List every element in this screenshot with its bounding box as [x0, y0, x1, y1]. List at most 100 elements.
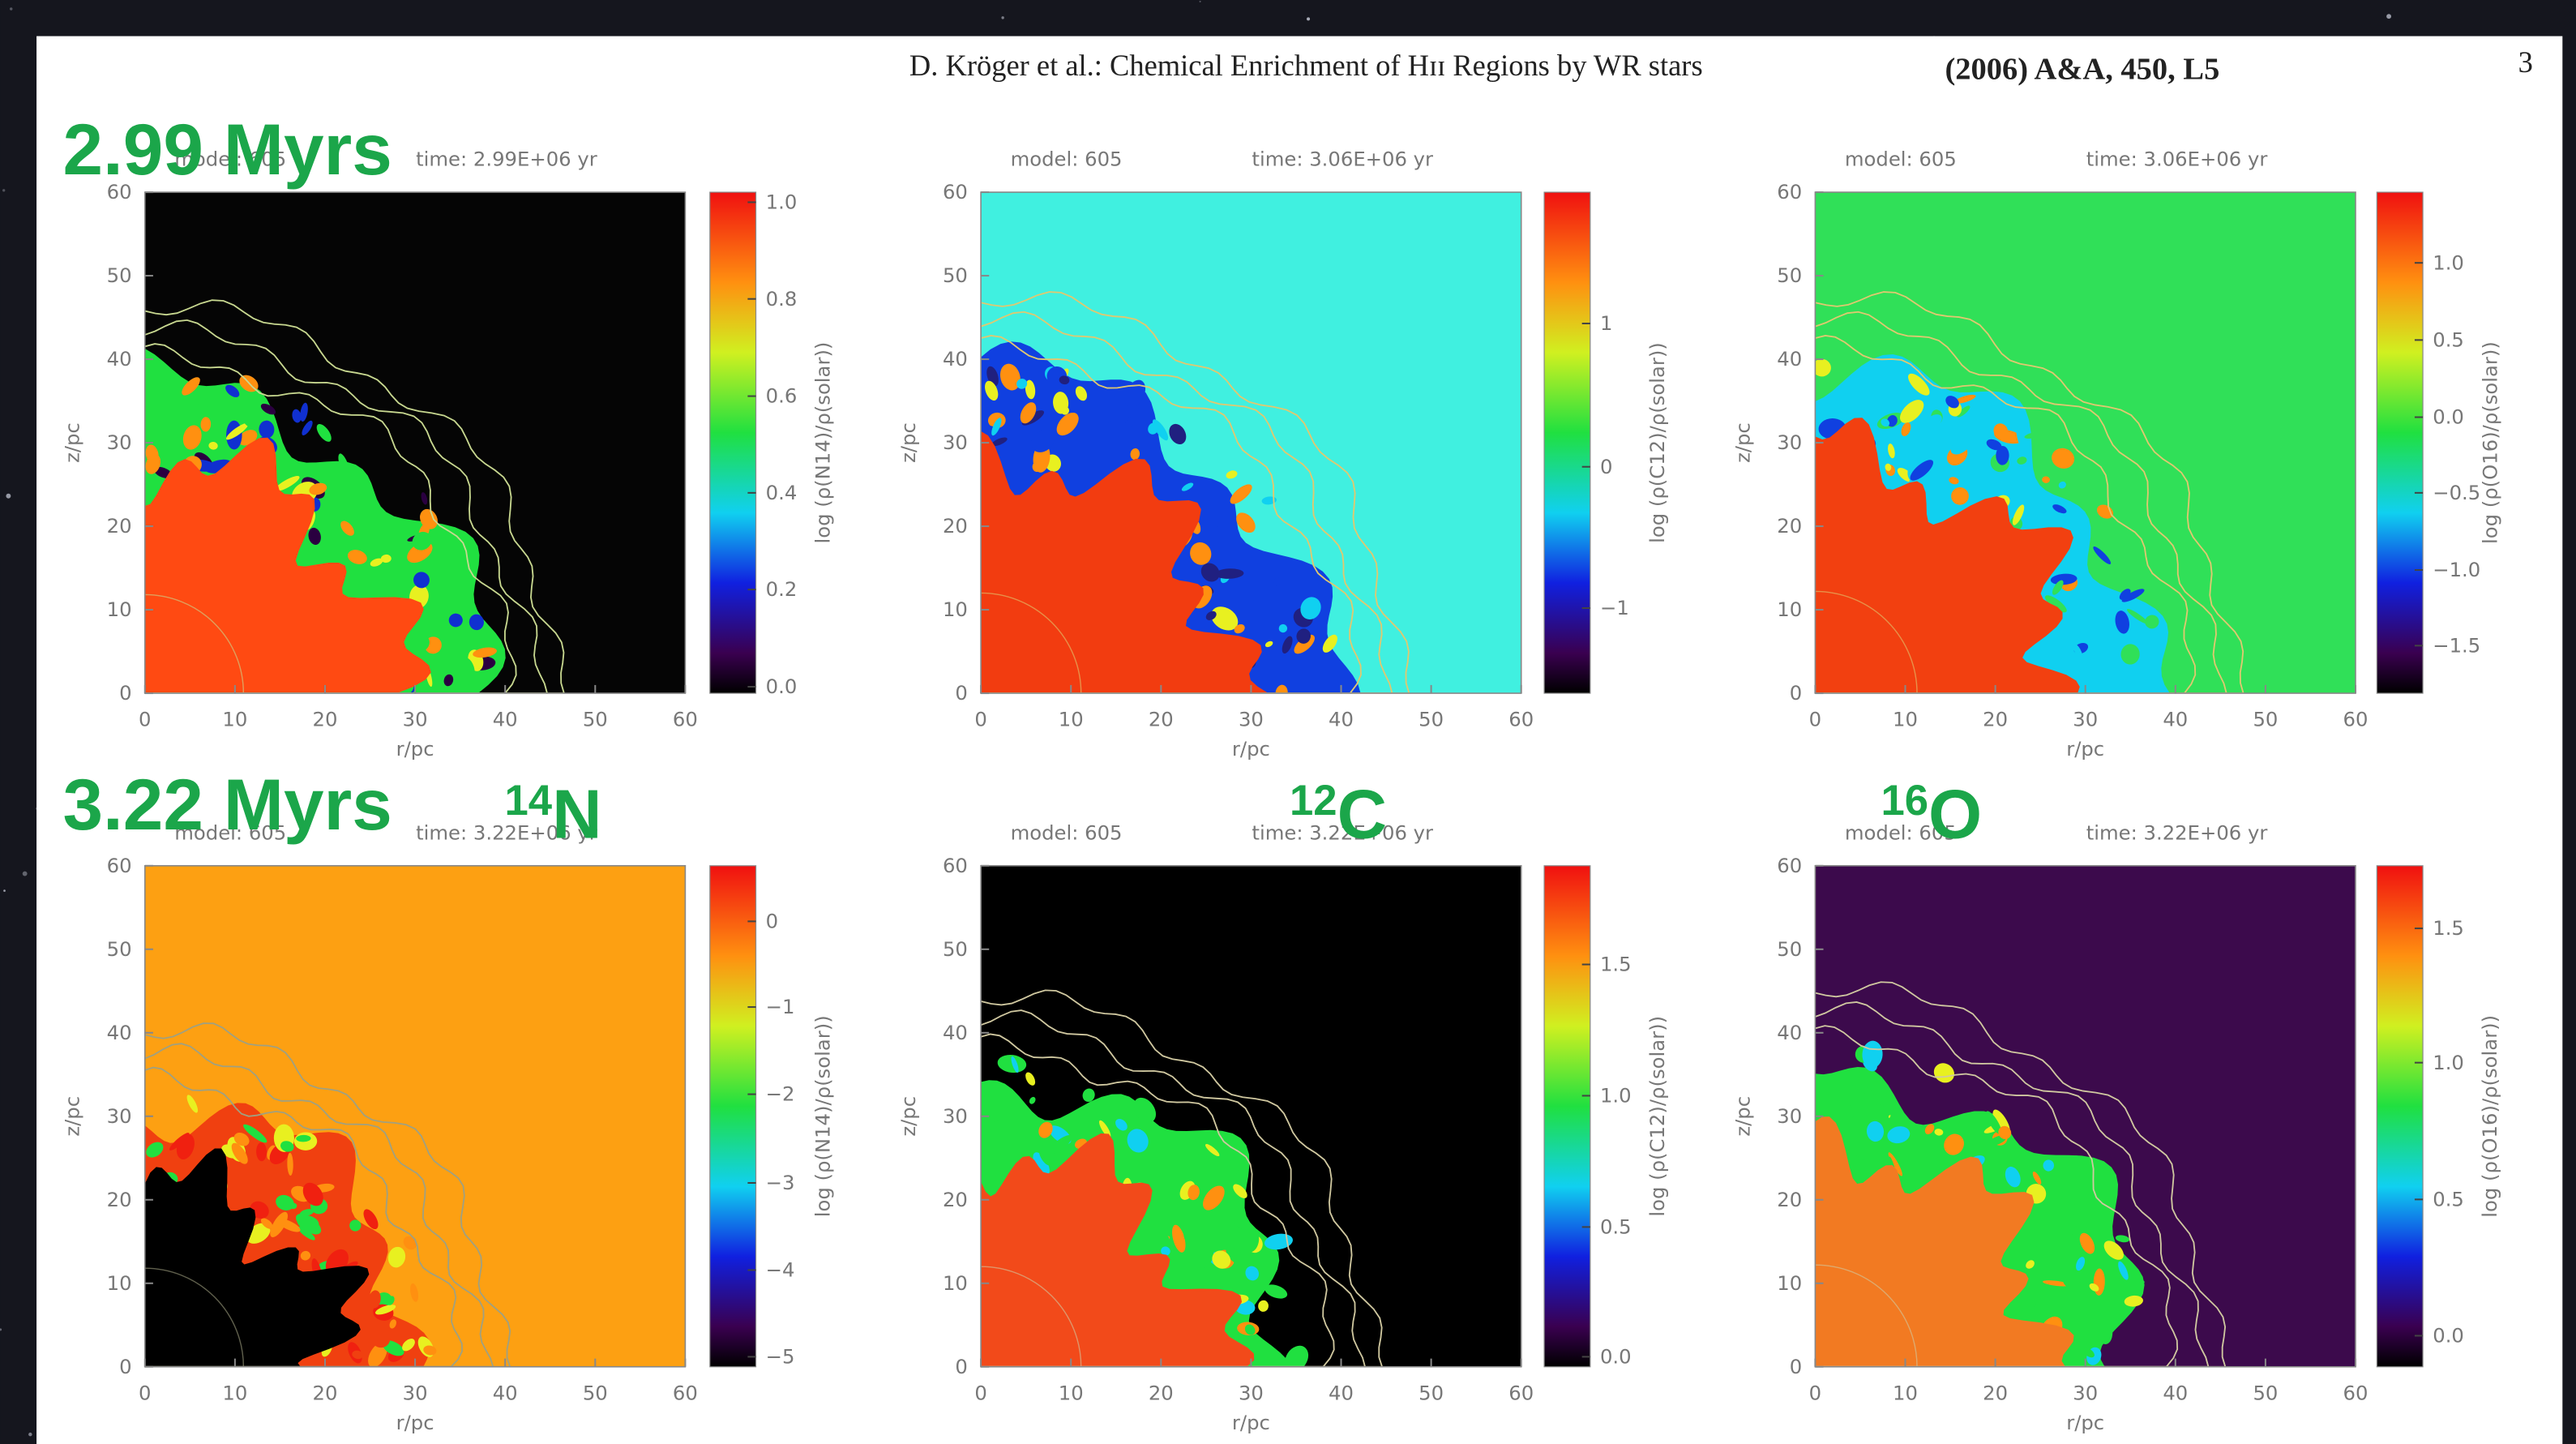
- colorbar-tick-label: −4: [766, 1258, 795, 1282]
- mixing-blob: [443, 674, 454, 687]
- colorbar-tick-label: −0.5: [2433, 481, 2480, 504]
- mixing-blob: [1210, 525, 1230, 534]
- mixing-blob: [2066, 625, 2089, 645]
- mixing-blob: [1994, 429, 2023, 444]
- mixing-blob: [423, 1345, 437, 1356]
- mixing-blob: [2052, 504, 2067, 514]
- mixing-blob: [177, 388, 196, 410]
- core-region: [144, 1148, 370, 1367]
- mixing-blob: [2030, 1288, 2043, 1305]
- x-tick-label: 20: [313, 1381, 338, 1404]
- x-tick-label: 0: [139, 1381, 151, 1404]
- x-tick-label: 50: [2253, 1381, 2278, 1404]
- panel: 0 10 20 30 40 50 60 0 10 20 30 40 50 60 r/pc z/pc model:…: [1731, 148, 2501, 761]
- x-tick-label: 40: [1329, 1381, 1354, 1404]
- colorbar-tick-label: 0.0: [2433, 405, 2464, 429]
- star: [6, 493, 11, 499]
- mixing-blob: [169, 1133, 190, 1150]
- mixing-blob: [1900, 400, 1924, 423]
- model-label: model: 605: [174, 821, 286, 844]
- colorbar-tick-label: 0.8: [766, 287, 798, 311]
- y-tick-label: 20: [107, 514, 132, 538]
- mixing-blob: [1934, 1129, 1944, 1136]
- contour: [1815, 1025, 2179, 1367]
- plot-image: [144, 865, 686, 1367]
- mixing-blob: [280, 1141, 294, 1152]
- x-tick-label: 0: [1809, 1381, 1821, 1404]
- mixing-blob: [2121, 589, 2145, 602]
- mixing-blob: [991, 437, 1008, 447]
- x-tick-label: 40: [493, 1381, 518, 1404]
- mixing-blob: [1021, 1124, 1028, 1153]
- colorbar-label: log (ρ(C12)/ρ(solar)): [1645, 342, 1669, 543]
- mixing-blob: [182, 377, 200, 396]
- x-tick-label: 30: [1239, 1381, 1264, 1404]
- mixing-blob: [1278, 623, 1288, 633]
- mixing-blob: [302, 420, 313, 435]
- header-title: D. Kröger et al.: Chemical Enrichment of…: [909, 49, 1703, 82]
- mixing-blob: [1950, 439, 1971, 455]
- time-label: time: 3.22E+06 yr: [416, 821, 597, 844]
- x-tick-label: 40: [2163, 1381, 2188, 1404]
- isotope-mass: 16: [1881, 777, 1928, 825]
- mixing-blob: [363, 1209, 379, 1230]
- mixing-blob: [1130, 448, 1140, 461]
- mixing-blob: [259, 420, 275, 439]
- mixing-blob: [352, 1350, 363, 1360]
- x-tick-label: 0: [974, 1381, 986, 1404]
- x-tick-label: 30: [403, 1381, 428, 1404]
- mixing-blob: [1056, 412, 1079, 436]
- mixing-blob: [1233, 1184, 1247, 1198]
- mixing-blob: [347, 550, 367, 564]
- contour: [1815, 311, 2227, 694]
- mixing-blob: [368, 1342, 387, 1367]
- colorbar-tick-label: −2: [766, 1082, 795, 1106]
- isotope-element: O: [1928, 776, 1982, 853]
- mixing-blob: [1949, 477, 1959, 485]
- time-label: time: 3.06E+06 yr: [1252, 148, 1433, 171]
- colorbar-label: log (ρ(N14)/ρ(solar)): [811, 1015, 835, 1217]
- contour: [981, 291, 1410, 694]
- mixing-blob: [2073, 643, 2083, 658]
- colorbar-tick-label: 0.0: [1600, 1345, 1632, 1369]
- y-axis-label: z/pc: [896, 1096, 920, 1137]
- mixing-blob: [1953, 394, 1976, 404]
- colorbar-tick-label: 0.5: [1600, 1215, 1632, 1238]
- colorbar-tick-label: −1: [766, 995, 795, 1018]
- mixing-blob: [1082, 1088, 1095, 1103]
- overlay-labels: 2.99 Myrs 3.22 Myrs 14N 12C 16O: [62, 109, 1982, 854]
- colorbar-tick-label: 0.4: [766, 481, 798, 504]
- mixing-blob: [1059, 375, 1070, 385]
- y-tick-label: 20: [943, 1188, 968, 1211]
- mixing-blob: [1161, 1246, 1170, 1256]
- x-tick-label: 10: [1893, 708, 1918, 731]
- mixing-blob: [145, 453, 161, 474]
- y-tick-label: 50: [1777, 264, 1802, 287]
- x-tick-label: 30: [2073, 1381, 2098, 1404]
- isotope-label: 12C: [1290, 776, 1387, 853]
- colorbar-label: log (ρ(O16)/ρ(solar)): [2478, 341, 2501, 544]
- y-tick-label: 60: [107, 180, 132, 204]
- y-tick-label: 20: [1777, 1188, 1802, 1211]
- mixing-blob: [2050, 573, 2077, 585]
- x-tick-label: 20: [1983, 1381, 2008, 1404]
- mixing-blob: [1038, 1121, 1053, 1138]
- y-tick-label: 50: [1777, 937, 1802, 961]
- x-tick-label: 60: [2343, 1381, 2368, 1404]
- mixing-blob: [1246, 598, 1268, 615]
- colorbar-tick-label: 1.0: [2433, 251, 2464, 274]
- mixing-blob: [2066, 1155, 2082, 1169]
- panel: 0 10 20 30 40 50 60 0 10 20 30 40 50 60 r/pc z/pc model:…: [1731, 821, 2501, 1433]
- colorbar-label: log (ρ(N14)/ρ(solar)): [811, 342, 835, 544]
- mixing-blob: [999, 363, 1021, 391]
- mixing-blob: [1214, 568, 1244, 579]
- mixing-blob: [1033, 1152, 1050, 1176]
- panel: 0 10 20 30 40 50 60 0 10 20 30 40 50 60 r/pc z/pc model:…: [61, 148, 835, 761]
- mixing-blob: [256, 1142, 267, 1162]
- mixing-blob: [985, 380, 999, 401]
- mixing-blob: [1901, 422, 1911, 437]
- mixing-blob: [991, 418, 1002, 436]
- mixing-blob: [1244, 1230, 1260, 1253]
- mixing-blob: [2012, 504, 2025, 525]
